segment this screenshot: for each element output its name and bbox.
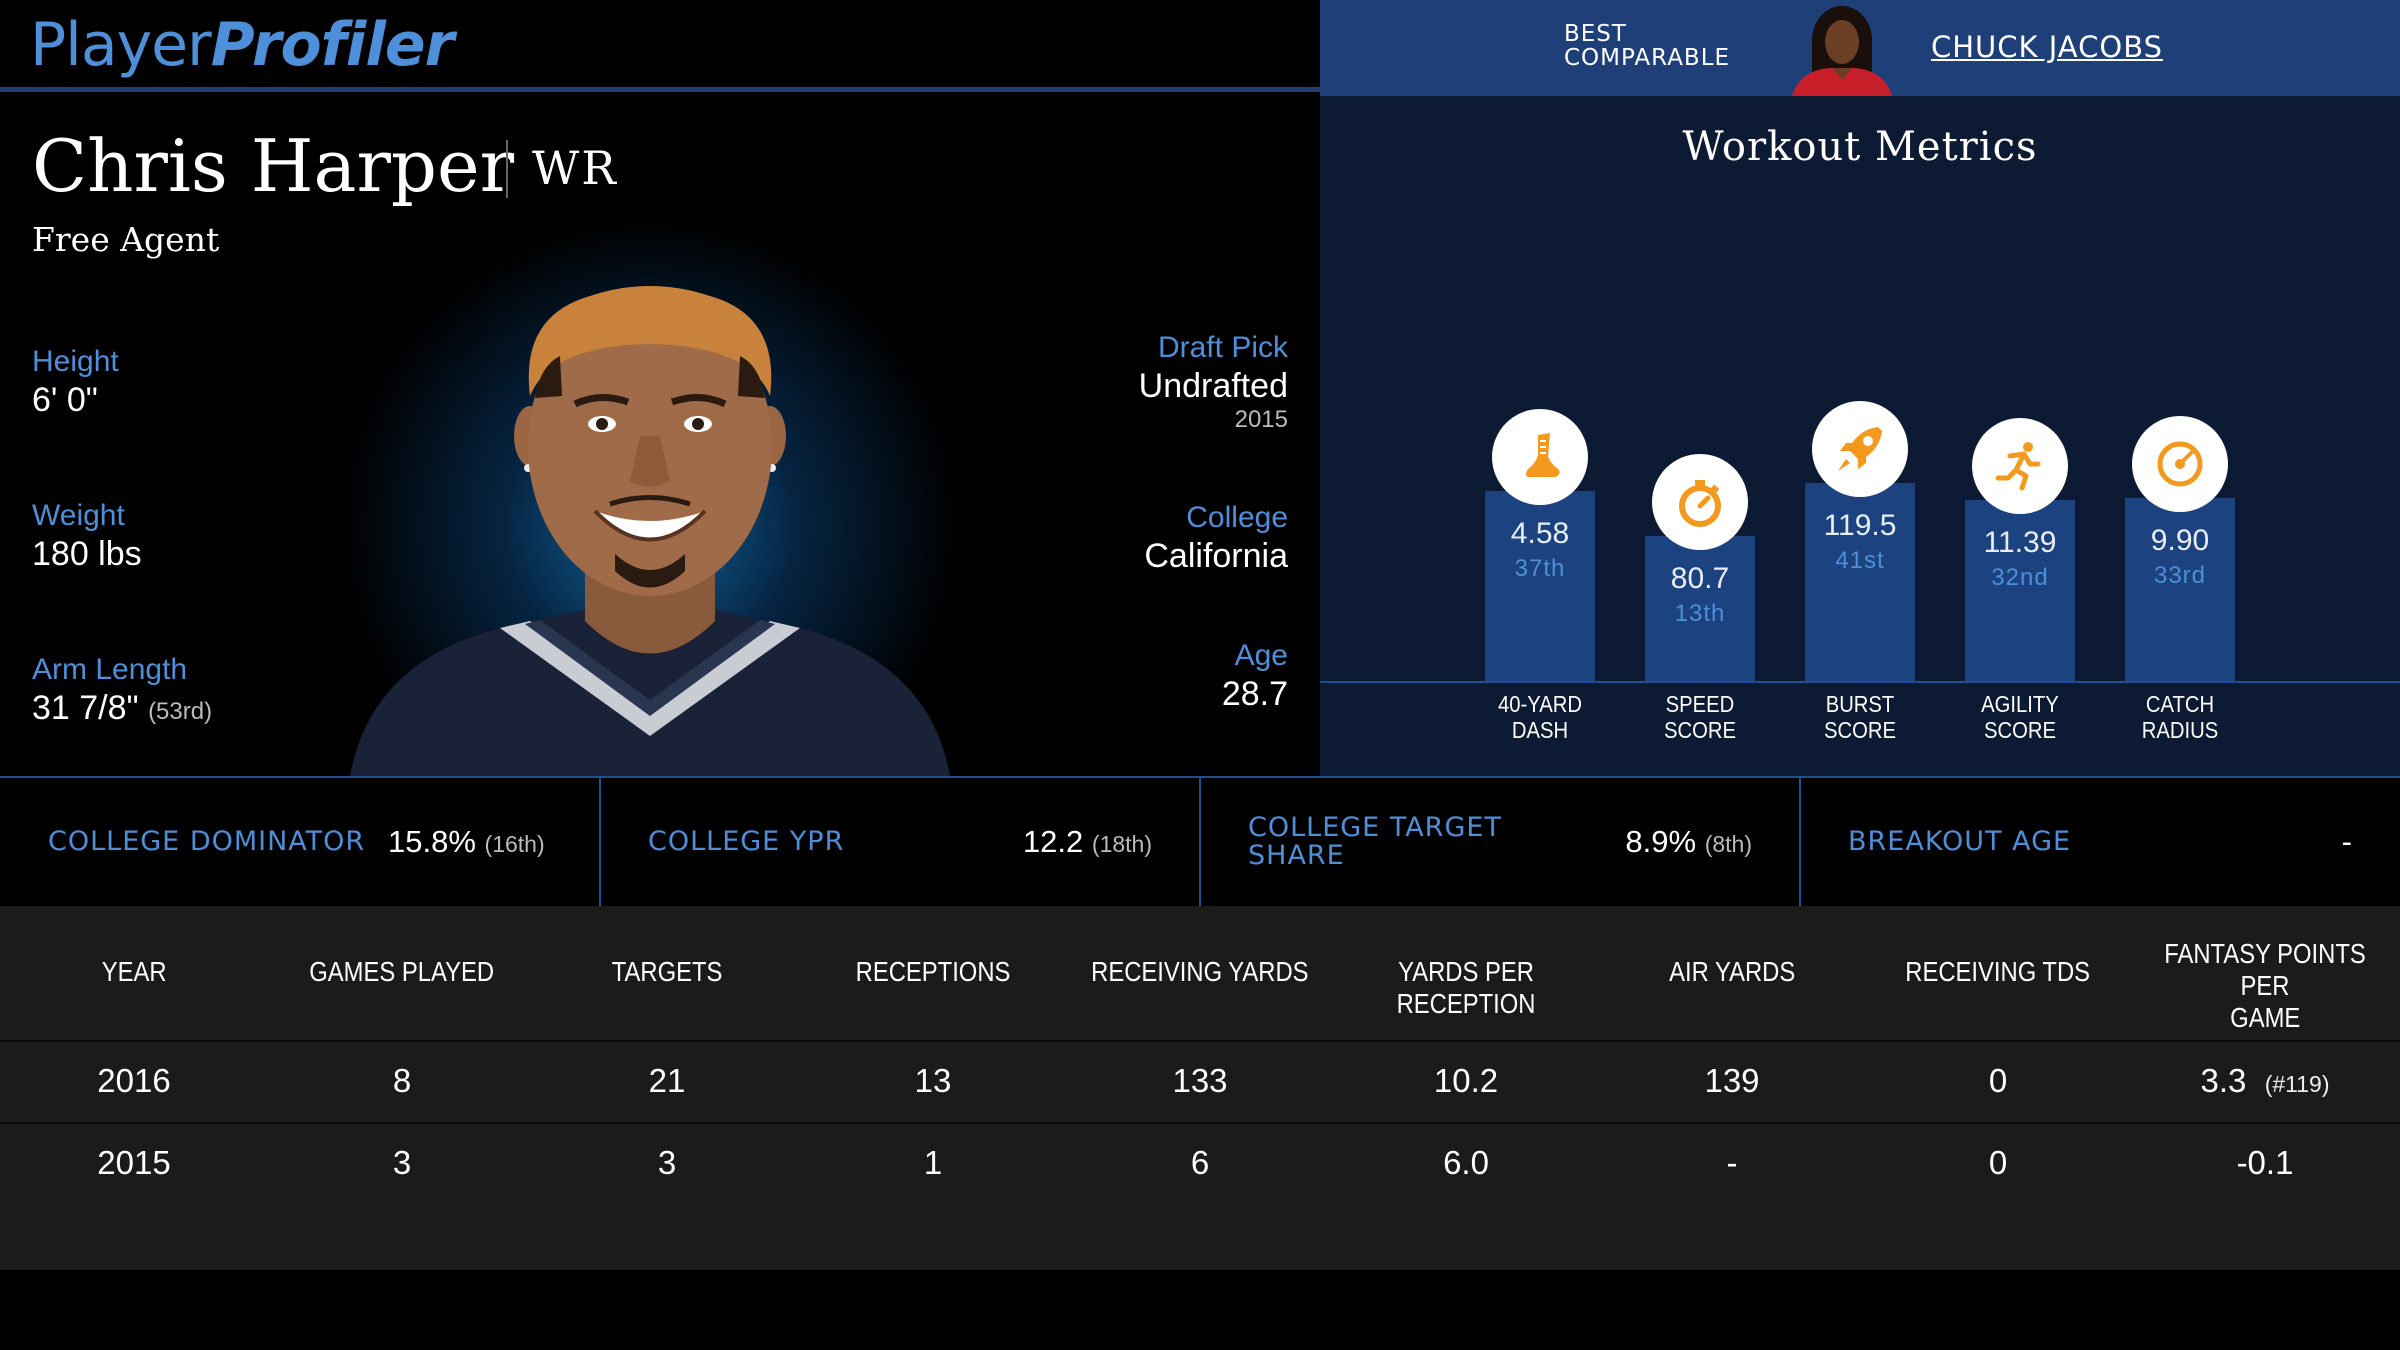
col-header-targets[interactable]: TARGETS (611, 956, 723, 987)
row-divider (0, 1122, 2400, 1124)
metric-bar-burst-score (1805, 483, 1915, 681)
college-divider (1199, 778, 1201, 906)
metric-value: 119.5 (1823, 509, 1897, 542)
metric-rank: 32nd (1991, 564, 2049, 591)
comparable-avatar[interactable] (1790, 0, 1894, 96)
player-name: Chris Harper (32, 124, 514, 208)
age-stat: Age 28.7 (1221, 639, 1288, 713)
header-left: PlayerProfiler (0, 0, 1320, 92)
metric-icon-circle (1492, 409, 1588, 505)
metric-label: BURST SCORE (1824, 691, 1896, 743)
workout-title: Workout Metrics (1682, 124, 2038, 170)
workout-metrics-panel: Workout Metrics 4.58 37th 40-YARD DASH 80… (1320, 96, 2400, 776)
college-divider (599, 778, 601, 906)
metric-label: SPEED SCORE (1664, 691, 1736, 743)
metric-value: 4.58 (1510, 517, 1570, 550)
arm-length-stat: Arm Length 31 7/8" (53rd) (32, 653, 213, 727)
college-ypr-cell: COLLEGE YPR 12.2 (18th) (648, 824, 1152, 859)
target-icon (2157, 441, 2203, 487)
metric-rank: 41st (1835, 547, 1885, 574)
college-metrics-strip: COLLEGE DOMINATOR 15.8% (16th) COLLEGE Y… (0, 776, 2400, 906)
metric-icon-circle (1972, 418, 2068, 514)
metric-rank: 33rd (2153, 562, 2207, 589)
playerprofiler-logo[interactable]: PlayerProfiler (30, 10, 454, 80)
stopwatch-icon (1679, 480, 1721, 527)
col-header-games-played[interactable]: GAMES PLAYED (309, 956, 495, 987)
metric-bar-catch-radius (2125, 498, 2235, 681)
runner-icon (1995, 442, 2041, 491)
comparable-player-link[interactable]: CHUCK JACOBS (1931, 30, 2164, 64)
metric-icon-circle (1812, 401, 1908, 497)
col-header-receiving-yards[interactable]: RECEIVING YARDS (1091, 956, 1309, 987)
col-header-year[interactable]: YEAR (101, 956, 167, 987)
metric-value: 80.7 (1670, 562, 1730, 595)
metric-icon-circle (2132, 416, 2228, 512)
metric-icon-circle (1652, 454, 1748, 550)
col-header-yards-per-reception[interactable]: YARDS PER RECEPTION (1396, 956, 1536, 1019)
col-header-fantasy-points[interactable]: FANTASY POINTS PER GAME (2164, 938, 2366, 1033)
col-header-air-yards[interactable]: AIR YARDS (1668, 956, 1796, 987)
college-target-share-cell: COLLEGE TARGET SHARE 8.9% (8th) (1248, 812, 1752, 871)
metric-bar-speed-score (1645, 536, 1755, 681)
header-rule (0, 87, 1320, 92)
metric-value: 9.90 (2150, 524, 2210, 557)
height-stat: Height 6' 0" (32, 345, 119, 419)
player-panel: Chris Harper WR Free Agent Height 6' 0" … (0, 96, 1320, 776)
metric-rank: 13th (1674, 600, 1726, 627)
metrics-baseline (1320, 681, 2400, 683)
metric-label: 40-YARD DASH (1498, 691, 1582, 743)
row-divider (0, 1040, 2400, 1042)
col-header-receptions[interactable]: RECEPTIONS (855, 956, 1011, 987)
player-team: Free Agent (32, 220, 220, 259)
college-dominator-cell: COLLEGE DOMINATOR 15.8% (16th) (48, 824, 545, 859)
season-stats-table: YEAR GAMES PLAYED TARGETS RECEPTIONS REC… (0, 906, 2400, 1270)
college-divider (1799, 778, 1801, 906)
rocket-icon (1838, 427, 1882, 471)
shoe-icon (1526, 433, 1560, 477)
metric-bar-agility-score (1965, 500, 2075, 681)
college-stat: College California (1144, 501, 1288, 575)
draft-pick-stat: Draft Pick Undrafted 2015 (1138, 331, 1288, 433)
metric-label: CATCH RADIUS (2141, 691, 2219, 743)
breakout-age-cell: BREAKOUT AGE - (1848, 824, 2352, 859)
best-comparable-bar: BEST COMPARABLE CHUCK JACOBS (1320, 0, 2400, 96)
col-header-receiving-tds[interactable]: RECEIVING TDS (1905, 956, 2091, 987)
metric-value: 11.39 (1983, 526, 2057, 559)
metric-bar-40-yard-dash (1485, 491, 1595, 681)
best-comparable-label: BEST COMPARABLE (1564, 21, 1731, 71)
player-headshot (350, 286, 950, 776)
metric-label: AGILITY SCORE (1981, 691, 2059, 743)
metric-rank: 37th (1514, 555, 1566, 582)
weight-stat: Weight 180 lbs (32, 499, 142, 573)
name-divider (506, 140, 508, 198)
player-position: WR (532, 141, 618, 195)
